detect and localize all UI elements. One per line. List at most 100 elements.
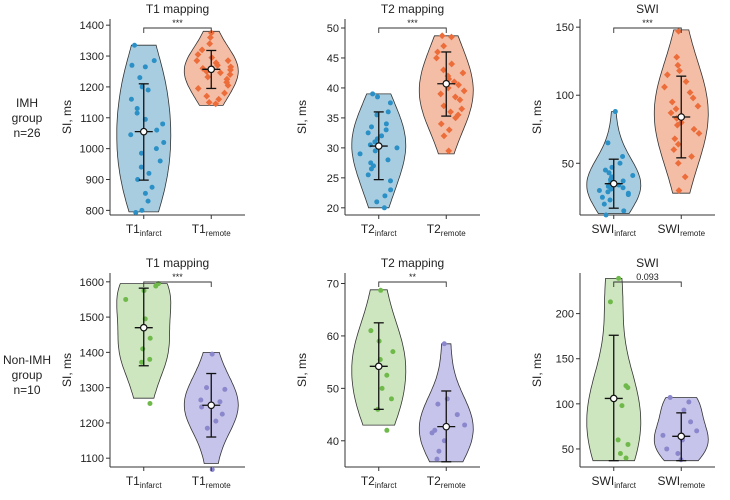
y-axis-label: SI, ms	[530, 353, 544, 387]
significance-bracket	[143, 27, 212, 33]
y-tick-label: 1300	[80, 383, 104, 395]
data-point	[224, 81, 232, 89]
significance-bracket	[143, 281, 212, 287]
data-point	[375, 94, 381, 100]
y-tick-label: 200	[556, 309, 574, 321]
chart-title: T1 mapping	[146, 256, 209, 270]
data-point	[123, 296, 129, 302]
data-point	[217, 69, 224, 77]
data-point	[394, 145, 400, 151]
data-point	[451, 93, 459, 101]
y-tick-label: 1100	[80, 113, 104, 125]
data-point	[681, 173, 689, 181]
y-tick-label: 1000	[80, 144, 104, 156]
y-axis-label: SI, ms	[530, 100, 544, 134]
chart-panel: SWI SI, ms 50 100 150 SWIinfarct SWIremote ***	[530, 2, 715, 238]
data-point	[607, 197, 613, 203]
y-axis-label: SI, ms	[60, 100, 74, 134]
mean-marker	[374, 142, 383, 150]
data-point	[387, 100, 393, 106]
row-label-line: n=10	[13, 383, 41, 397]
y-axis-label: SI, ms	[295, 100, 309, 134]
data-point	[388, 396, 394, 402]
data-point	[219, 411, 225, 417]
data-point	[617, 160, 623, 166]
data-point	[620, 178, 626, 184]
data-point	[134, 110, 140, 116]
y-tick-label: 1100	[80, 453, 104, 465]
mean-marker	[609, 394, 618, 403]
data-point	[619, 403, 625, 409]
data-point	[385, 109, 391, 115]
data-point	[630, 173, 636, 179]
data-point	[440, 102, 448, 110]
data-point	[132, 42, 138, 48]
y-tick-label: 1400	[80, 347, 104, 359]
data-point	[194, 85, 202, 92]
data-point	[133, 210, 139, 216]
significance-label: ***	[407, 18, 418, 28]
x-tick-label: SWIremote	[657, 474, 705, 490]
row-label-non-imh: Non-IMH group n=10	[0, 353, 54, 398]
y-tick-label: 800	[86, 205, 104, 217]
row-label-imh: IMH group n=26	[0, 96, 54, 141]
data-point	[384, 372, 390, 378]
x-tick-label: SWIremote	[657, 222, 705, 238]
data-point	[222, 386, 228, 392]
x-tick-label: T1infarct	[126, 474, 163, 490]
chart-panel: T1 mapping SI, ms 800 900 1000 1100 1200 1300 14…	[60, 2, 245, 238]
data-point	[688, 419, 694, 425]
data-point	[695, 129, 703, 137]
data-point	[674, 61, 682, 69]
y-tick-label: 45	[327, 53, 339, 65]
data-point	[675, 450, 681, 456]
data-point	[686, 399, 692, 405]
data-point	[205, 98, 213, 106]
x-tick-label: T2remote	[427, 474, 466, 490]
y-tick-label: 50	[562, 444, 574, 456]
data-point	[667, 109, 675, 117]
data-point	[378, 287, 384, 293]
significance-label: 0.093	[636, 272, 659, 282]
data-point	[374, 199, 380, 205]
data-point	[437, 120, 445, 128]
data-point	[160, 121, 166, 127]
significance-label: ***	[642, 18, 653, 28]
data-point	[199, 64, 207, 72]
data-point	[212, 100, 220, 108]
data-point	[137, 75, 143, 81]
data-point	[221, 89, 228, 97]
data-point	[203, 92, 211, 100]
data-point	[437, 90, 445, 98]
y-tick-label: 1500	[80, 312, 104, 324]
data-point	[147, 401, 153, 407]
data-point	[388, 187, 394, 193]
data-point	[217, 399, 223, 405]
data-point	[146, 170, 152, 176]
data-point	[617, 450, 623, 456]
data-point	[605, 189, 611, 195]
y-tick-label: 1300	[80, 51, 104, 63]
y-tick-label: 35	[327, 113, 339, 125]
data-point	[370, 163, 376, 169]
mean-marker	[139, 127, 148, 136]
data-point	[621, 208, 627, 214]
data-point	[429, 430, 435, 436]
data-point	[139, 207, 145, 213]
data-point	[357, 151, 363, 157]
y-axis-label: SI, ms	[60, 353, 74, 387]
y-tick-label: 100	[556, 399, 574, 411]
chart-title: T2 mapping	[381, 256, 444, 270]
data-point	[596, 188, 602, 193]
data-point	[447, 108, 454, 116]
significance-bracket	[613, 27, 682, 33]
data-point	[153, 146, 159, 152]
mean-marker	[374, 362, 383, 371]
y-tick-label: 1200	[80, 82, 104, 94]
x-tick-label: T1infarct	[126, 222, 163, 238]
data-point	[139, 359, 145, 365]
y-tick-label: 30	[327, 143, 339, 155]
data-point	[599, 194, 605, 200]
row-label-line: n=26	[13, 126, 41, 140]
chart-panel: SWI SI, ms 50 100 150 200 SWIinfarct SWIremote 0…	[530, 256, 715, 490]
